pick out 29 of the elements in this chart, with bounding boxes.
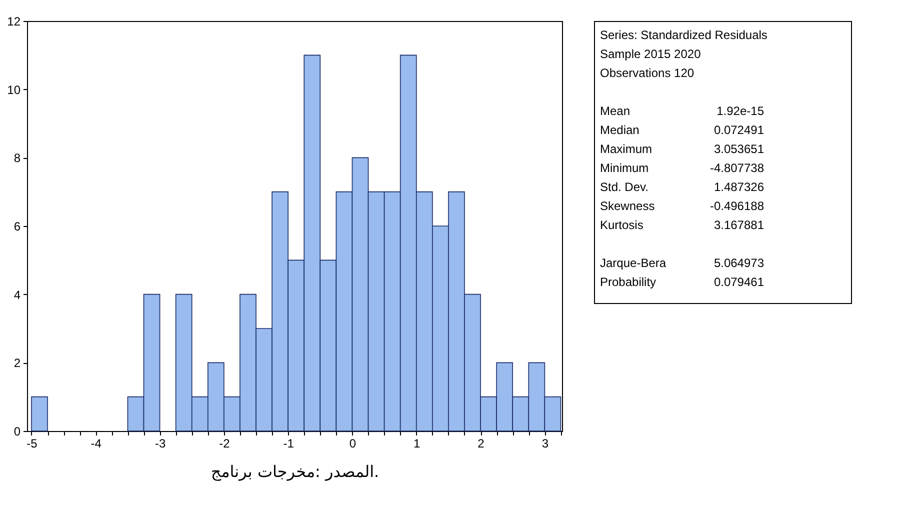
y-tick-label: 2 xyxy=(14,356,21,370)
text: Sample 2015 2020 xyxy=(600,47,702,61)
y-tick-label: 10 xyxy=(7,82,21,97)
y-tick-label: 4 xyxy=(14,288,21,302)
x-tick-label: 2 xyxy=(478,436,485,450)
text: Series: Standardized Residuals xyxy=(600,28,768,42)
x-tick-label: -1 xyxy=(283,436,294,450)
text: Median 0.072491 xyxy=(600,123,764,137)
x-tick-label: 0 xyxy=(349,436,356,450)
x-tick-label: 1 xyxy=(414,436,421,450)
text: Std. Dev. 1.487326 xyxy=(600,180,764,194)
text: Mean 1.92e-15 xyxy=(600,104,764,118)
y-tick-label: 8 xyxy=(14,151,21,166)
x-tick-label: -3 xyxy=(154,436,166,450)
text: Minimum -4.807738 xyxy=(600,161,764,175)
x-tick-label: 3 xyxy=(542,436,549,450)
text: Skewness -0.496188 xyxy=(600,199,764,213)
text: Observations 120 xyxy=(600,66,694,80)
text: Kurtosis 3.167881 xyxy=(600,218,764,232)
x-tick-label: -2 xyxy=(219,436,230,450)
text: Probability 0.079461 xyxy=(600,275,764,289)
y-tick-label: 0 xyxy=(14,424,21,438)
y-tick-label: 12 xyxy=(7,14,21,28)
text: Jarque-Bera 5.064973 xyxy=(600,256,764,270)
x-tick-label: -4 xyxy=(90,436,102,450)
x-tick-label: -5 xyxy=(26,436,38,450)
text: Maximum 3.053651 xyxy=(600,142,764,156)
y-tick-label: 6 xyxy=(14,220,21,234)
text: المصدر :مخرجات برنامج. xyxy=(210,462,380,481)
